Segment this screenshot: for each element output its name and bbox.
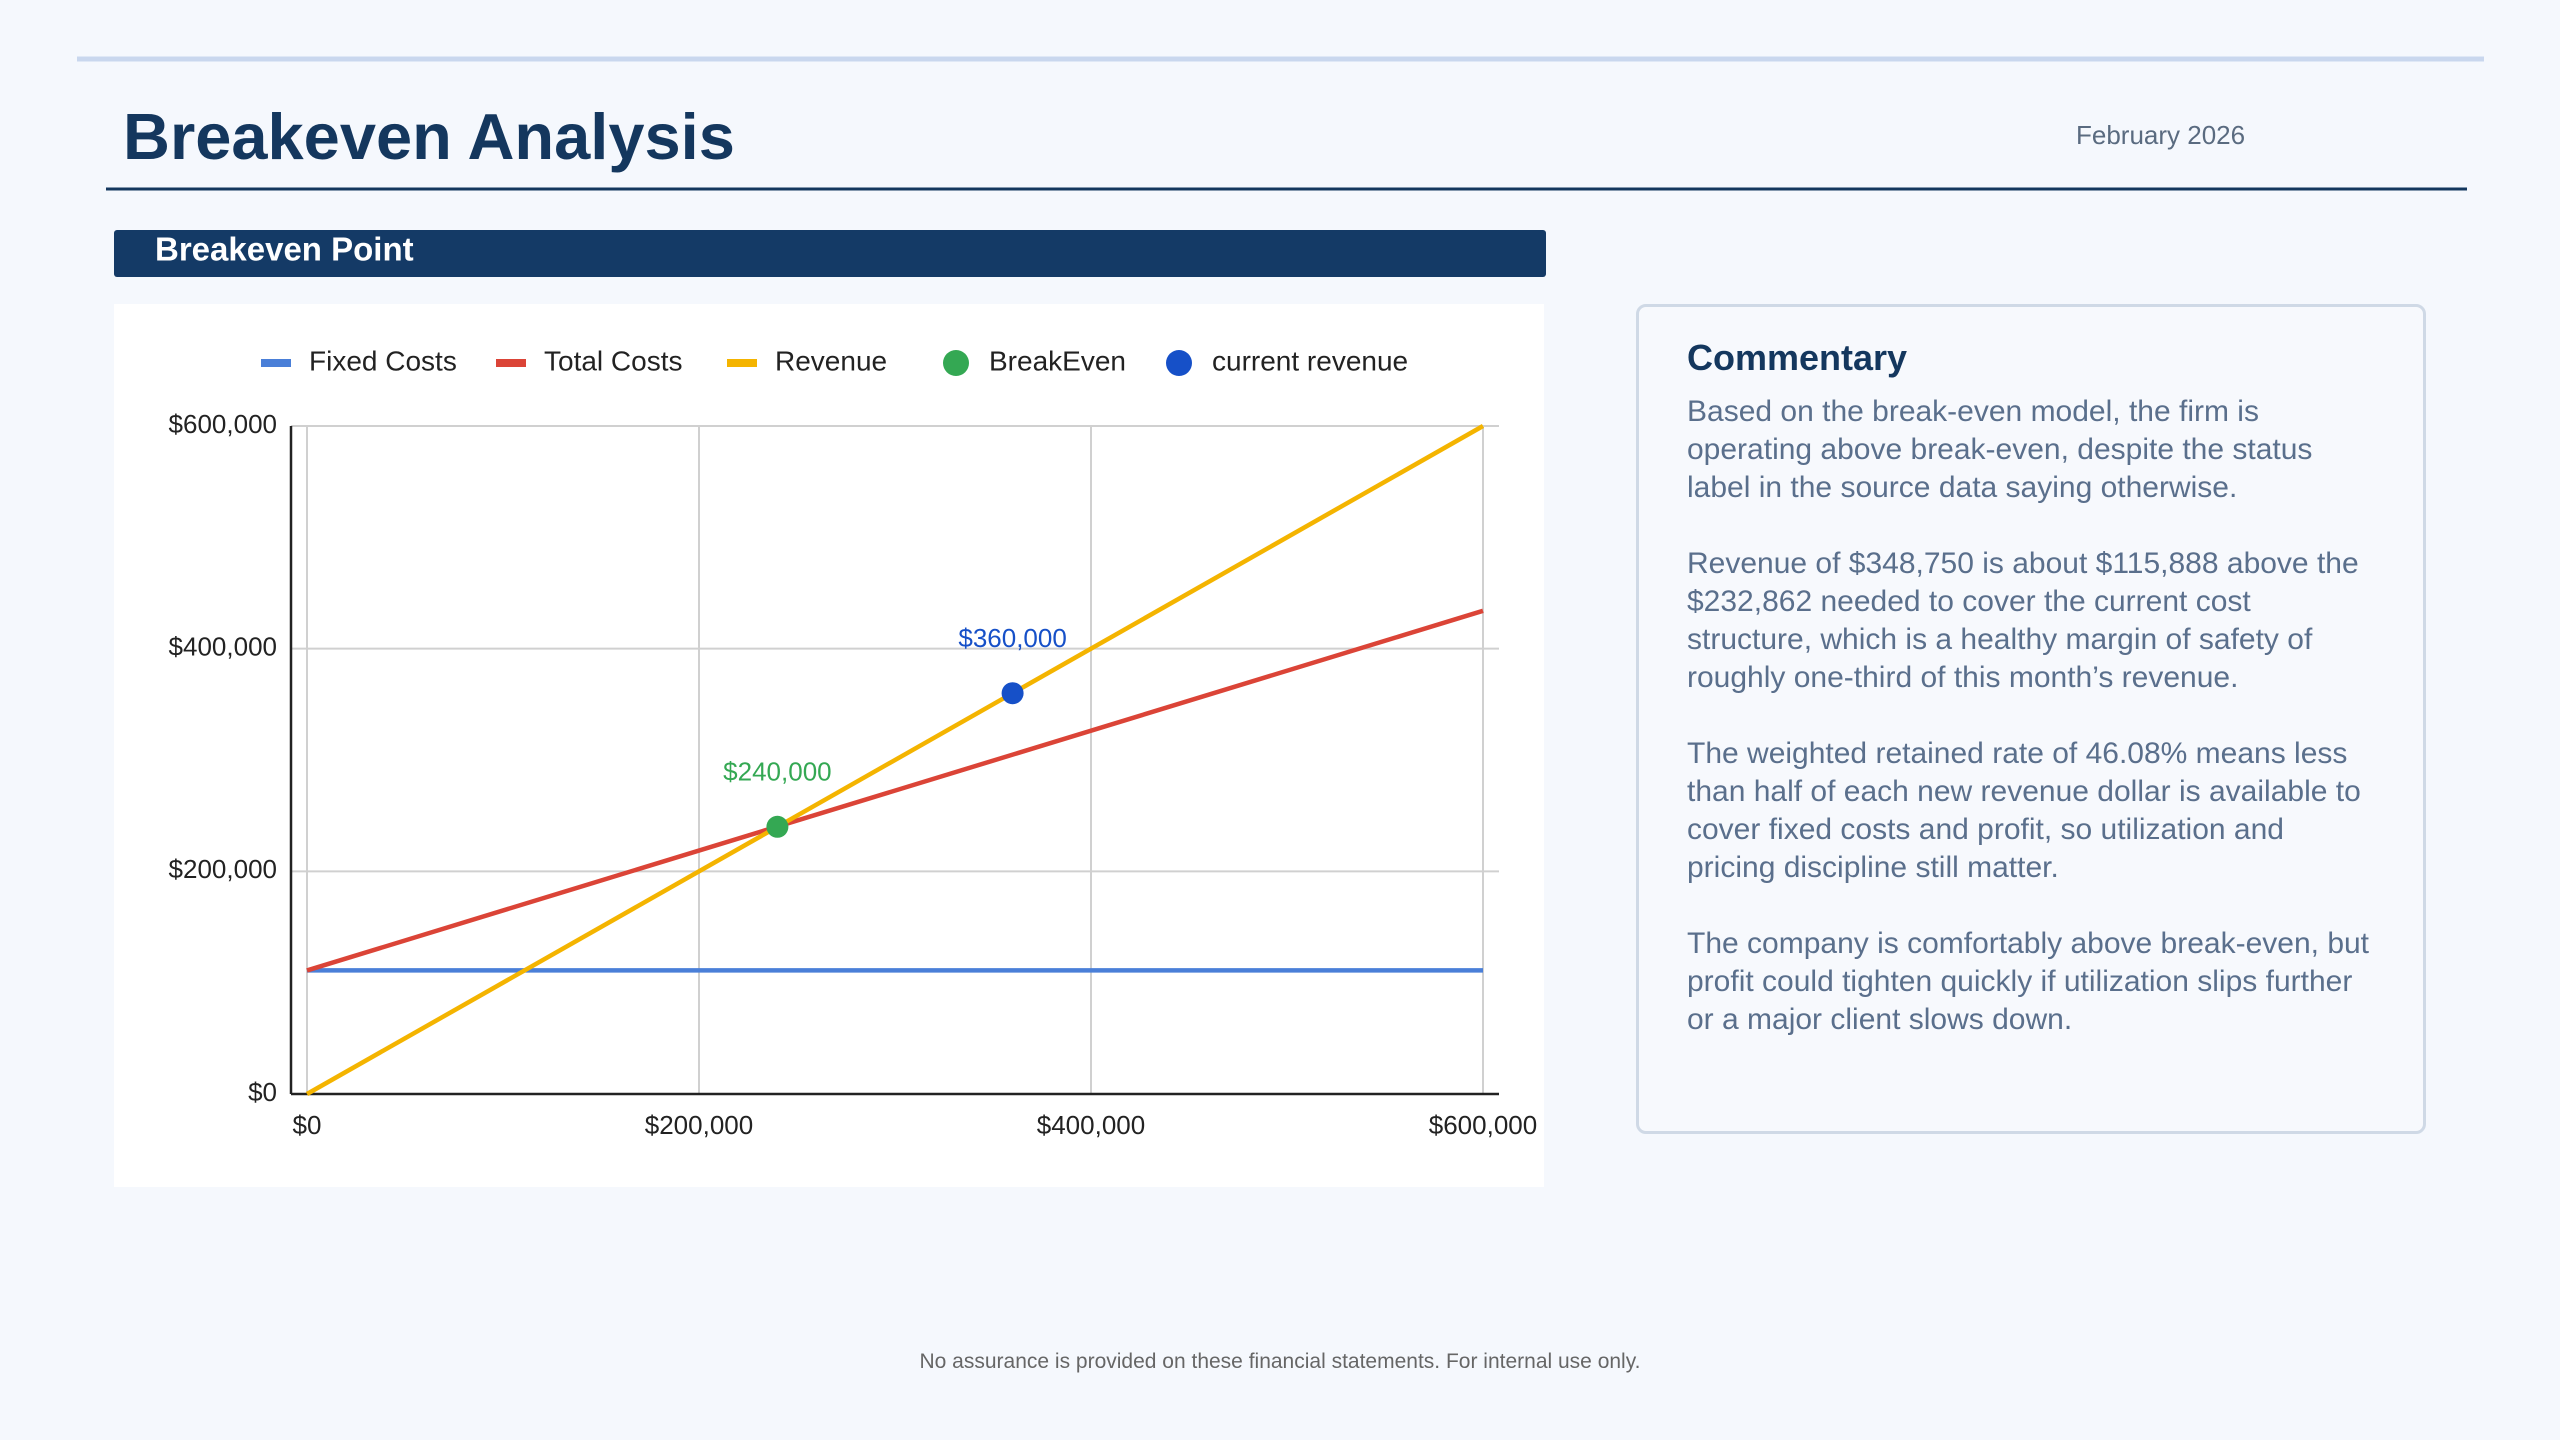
x-tick-label: $200,000 [645, 1110, 753, 1140]
y-tick-label: $200,000 [169, 854, 277, 884]
legend-marker [943, 350, 969, 376]
data-label: $360,000 [958, 623, 1066, 653]
x-tick-label: $600,000 [1429, 1110, 1537, 1140]
section-title: Breakeven Point [155, 231, 414, 268]
series-line [306, 608, 1484, 973]
legend-marker [1166, 350, 1192, 376]
legend-label: Revenue [775, 345, 887, 376]
commentary-box: Commentary Based on the break-even model… [1636, 304, 2426, 1134]
legend-marker [727, 359, 757, 367]
point [766, 815, 789, 838]
x-tick-label: $0 [293, 1110, 322, 1140]
legend-label: BreakEven [989, 345, 1126, 376]
series-line [305, 424, 1485, 1096]
chart-panel [114, 304, 1544, 1187]
commentary-paragraph: Revenue of $348,750 is about $115,888 ab… [1687, 547, 2359, 694]
legend-marker [496, 359, 526, 367]
commentary-paragraph: The weighted retained rate of 46.08% mea… [1687, 737, 2361, 884]
footer: No assurance is provided on these financ… [919, 1350, 1641, 1373]
legend-label: Total Costs [544, 345, 683, 376]
data-label: $240,000 [723, 757, 831, 787]
y-tick-label: $0 [248, 1077, 277, 1107]
page-title: Breakeven Analysis [123, 100, 735, 173]
y-tick-label: $600,000 [169, 409, 277, 439]
point [1001, 682, 1024, 705]
commentary-title: Commentary [1687, 337, 1908, 378]
y-tick-label: $400,000 [169, 632, 277, 662]
commentary-paragraph: The company is comfortably above break-e… [1687, 927, 2370, 1036]
x-tick-label: $400,000 [1037, 1110, 1145, 1140]
legend-label: current revenue [1212, 345, 1408, 376]
commentary-paragraph: Based on the break-even model, the firm … [1687, 395, 2313, 504]
date: February 2026 [2076, 120, 2245, 150]
legend-marker [261, 359, 291, 367]
section-bar [114, 230, 1546, 277]
legend-label: Fixed Costs [309, 345, 457, 376]
